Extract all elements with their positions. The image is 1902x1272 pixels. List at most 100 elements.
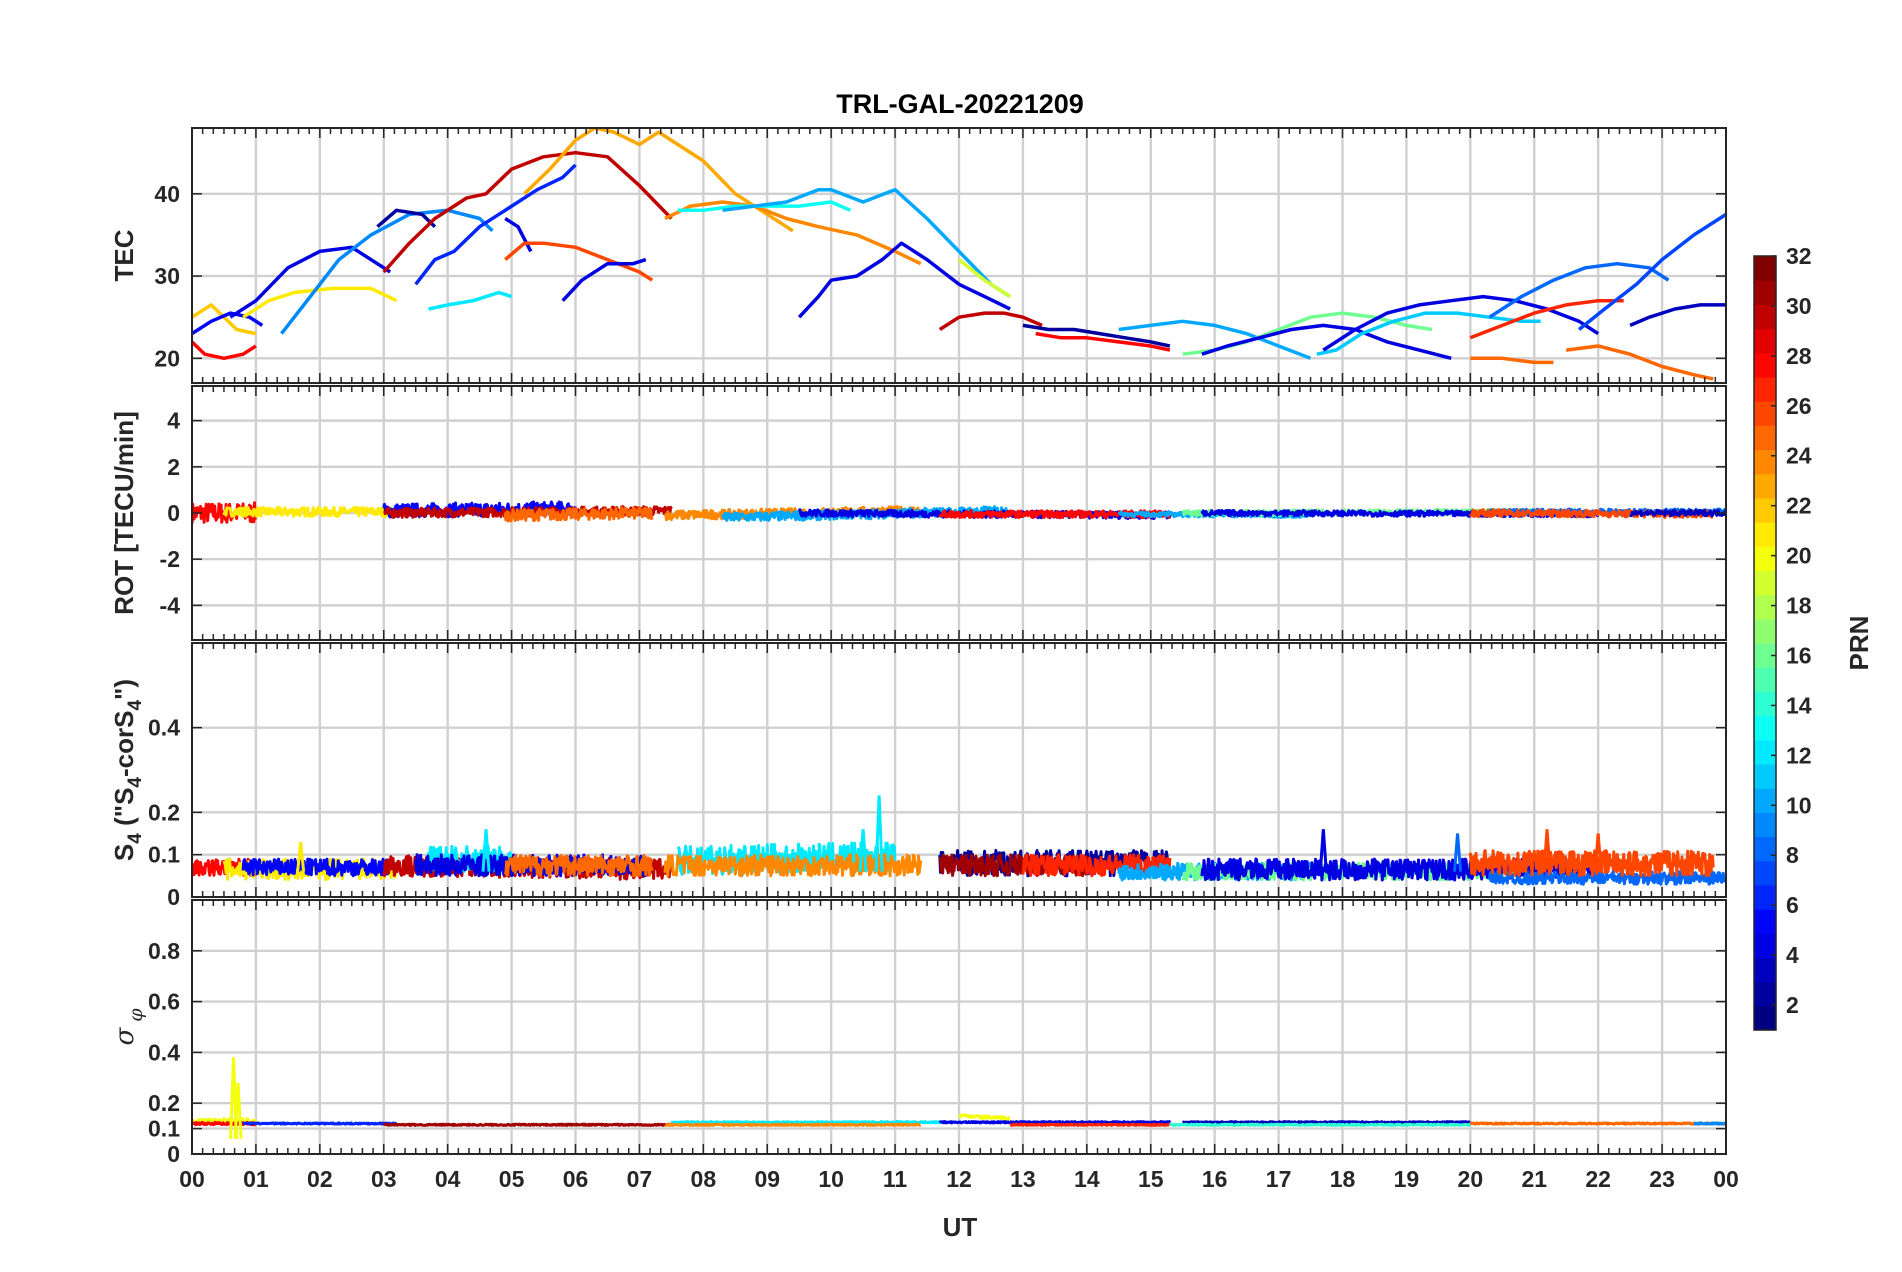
series-line-prn-7 — [1577, 212, 1726, 331]
spike-prn-20 — [233, 1082, 243, 1139]
y-tick-label: 30 — [154, 263, 180, 289]
colorbar-tick-label: 10 — [1786, 792, 1812, 818]
colorbar-swatch — [1754, 304, 1776, 330]
x-tick-label: 16 — [1202, 1166, 1228, 1192]
series-line-prn-2 — [1022, 323, 1171, 348]
y-tick-label: 0.2 — [148, 799, 180, 825]
colorbar-swatch — [1754, 352, 1776, 378]
series-line-prn-30 — [938, 311, 1043, 331]
series-line-prn-12 — [670, 1120, 948, 1125]
colorbar-tick-label: 8 — [1786, 842, 1799, 868]
colorbar-tick-label: 18 — [1786, 593, 1812, 619]
colorbar-swatch — [1754, 401, 1776, 426]
series-line-prn-24 — [664, 200, 922, 266]
colorbar-swatch — [1754, 957, 1776, 983]
colorbar-swatch — [1754, 449, 1776, 475]
series-line-prn-25 — [503, 506, 654, 523]
series-line-prn-9 — [1693, 1121, 1726, 1126]
colorbar-tick-label: 20 — [1786, 543, 1812, 569]
colorbar-tick-label: 4 — [1786, 942, 1799, 968]
series-line-prn-9 — [280, 208, 494, 335]
spike-prn-26 — [1542, 829, 1552, 872]
colorbar-swatch — [1754, 715, 1776, 741]
colorbar-tick-label: 6 — [1786, 892, 1799, 918]
y-tick-label: -4 — [160, 592, 181, 618]
series-line-prn-10 — [721, 505, 1012, 522]
series-group — [192, 500, 1726, 524]
gridlines — [192, 900, 1726, 1154]
series-line-prn-31 — [382, 1122, 673, 1127]
colorbar-tick-label: 2 — [1786, 992, 1799, 1018]
y-tick-label: 20 — [154, 345, 180, 371]
x-tick-label: 02 — [307, 1166, 333, 1192]
x-tick-label: 21 — [1521, 1166, 1547, 1192]
colorbar-swatch — [1754, 376, 1776, 402]
colorbar-swatch — [1754, 667, 1776, 692]
x-tick-label: 08 — [691, 1166, 717, 1192]
x-tick-label: 13 — [1010, 1166, 1036, 1192]
series-line-prn-28 — [1035, 331, 1171, 352]
colorbar-tick-label: 14 — [1786, 692, 1812, 718]
x-tick-label: 18 — [1330, 1166, 1356, 1192]
x-ticks — [191, 643, 1727, 897]
x-tick-label: 01 — [243, 1166, 269, 1192]
colorbar-swatch — [1754, 788, 1776, 813]
y-tick-label: 0 — [167, 1141, 180, 1167]
x-tick-label: 05 — [499, 1166, 525, 1192]
colorbar-swatch — [1754, 909, 1776, 934]
colorbar-swatch — [1754, 981, 1776, 1007]
series-line-prn-25 — [503, 853, 654, 878]
chart-title: TRL-GAL-20221209 — [836, 89, 1084, 119]
colorbar-tick-label: 28 — [1786, 343, 1812, 369]
colorbar-swatch — [1754, 860, 1776, 886]
series-line-prn-4 — [561, 257, 647, 302]
series-line-prn-6 — [414, 163, 577, 286]
series-line-prn-25 — [1469, 1121, 1726, 1126]
series-line-prn-23 — [523, 128, 794, 233]
series-line-prn-4 — [938, 1120, 1172, 1125]
series-line-prn-25 — [1470, 356, 1554, 365]
spike-prn-26 — [1593, 833, 1603, 872]
x-ticks — [191, 128, 1727, 383]
gridlines — [192, 128, 1726, 383]
x-ticks — [191, 386, 1727, 640]
colorbar-swatch — [1754, 473, 1776, 499]
series-group — [192, 1057, 1726, 1139]
y-tick-label: 0.6 — [148, 989, 180, 1015]
y-tick-label: 0 — [167, 884, 180, 910]
y-tick-label: 0.8 — [148, 938, 180, 964]
series-line-prn-10 — [722, 187, 1012, 299]
colorbar-swatch — [1754, 884, 1776, 910]
spike-prn-21 — [296, 841, 306, 872]
x-tick-label: 23 — [1649, 1166, 1675, 1192]
series-group — [192, 795, 1726, 886]
colorbar-swatch — [1754, 739, 1776, 765]
series-line-prn-12 — [428, 290, 513, 311]
colorbar-tick-label: 16 — [1786, 642, 1812, 668]
series-line-prn-20 — [957, 1113, 1011, 1121]
colorbar-swatch — [1754, 425, 1776, 451]
x-axis-label: UT — [943, 1212, 978, 1242]
y-tick-label: 4 — [167, 408, 180, 434]
series-line-prn-19 — [957, 258, 1012, 299]
y-axis-label: ROT [TECU/min] — [109, 411, 139, 615]
y-tick-label: 0.4 — [148, 1039, 180, 1065]
y-axis-label: σ φ — [110, 1008, 147, 1046]
y-tick-label: 0 — [167, 500, 180, 526]
panel-tec: 20 30 40 TEC — [109, 127, 1727, 384]
series-group — [192, 128, 1726, 381]
colorbar-tick-label: 32 — [1786, 243, 1812, 269]
colorbar-tick-label: 30 — [1786, 293, 1812, 319]
colorbar-swatch — [1754, 691, 1776, 717]
series-line-prn-24 — [663, 853, 923, 878]
colorbar-swatch — [1754, 328, 1776, 354]
x-tick-label: 09 — [754, 1166, 780, 1192]
spike-prn-4 — [1318, 829, 1328, 872]
colorbar-label: PRN — [1844, 616, 1874, 671]
series-line-prn-4 — [797, 241, 1011, 319]
series-line-prn-4 — [1322, 294, 1600, 352]
x-tick-label: 00 — [179, 1166, 205, 1192]
